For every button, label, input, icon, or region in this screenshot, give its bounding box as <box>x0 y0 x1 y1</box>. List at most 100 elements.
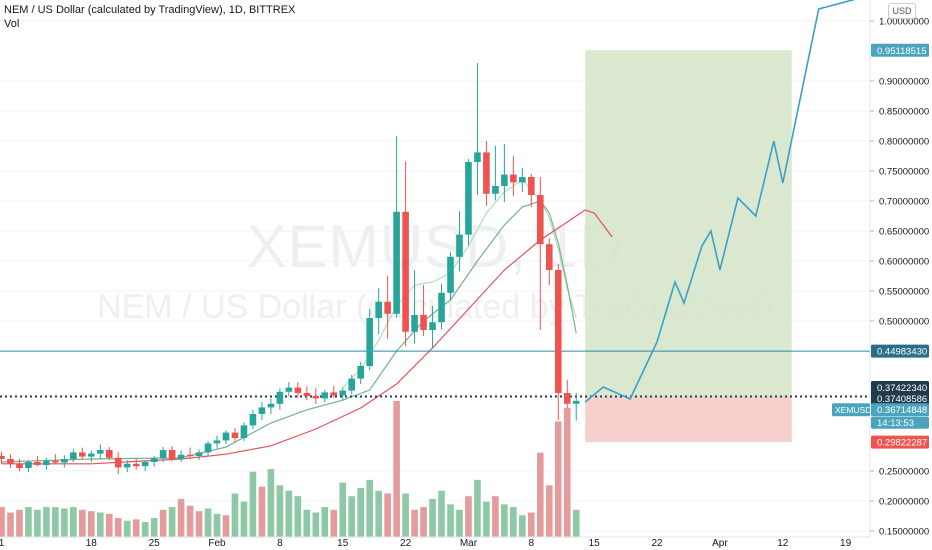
candle-body <box>168 450 176 459</box>
volume-bar <box>43 507 50 537</box>
candle-body <box>159 450 167 459</box>
volume-bar <box>366 479 373 537</box>
time-axis-label: 18 <box>86 538 98 549</box>
volume-bar <box>249 471 257 537</box>
candle-body <box>267 403 275 408</box>
price-tag-level: 0.37408586 <box>877 394 927 405</box>
target-zone <box>585 50 792 397</box>
price-tag-current: 0.36714848 <box>877 405 927 416</box>
candle-body <box>456 234 463 257</box>
price-axis-label: 1.00000000 <box>879 17 929 28</box>
volume-bar <box>528 512 535 537</box>
candle-body <box>438 292 445 323</box>
candle-body <box>510 174 517 183</box>
price-axis-label: 0.65000000 <box>879 227 929 238</box>
price-axis-label: 0.25000000 <box>879 467 929 478</box>
volume-bar <box>411 509 418 537</box>
volume-bar <box>150 517 158 537</box>
volume-bar <box>330 509 338 537</box>
price-tag-box <box>871 380 929 394</box>
candle-body <box>429 322 436 330</box>
candle-body <box>276 391 284 404</box>
time-axis-label: Apr <box>712 538 728 549</box>
volume-bar <box>222 515 230 537</box>
volume-bar <box>267 469 275 537</box>
volume-bar <box>25 507 32 537</box>
candle-body <box>231 432 239 438</box>
price-axis-label: 0.60000000 <box>879 257 929 268</box>
time-axis-label: 8 <box>529 538 535 549</box>
volume-bar <box>483 501 490 537</box>
price-tag-stop: 0.29822287 <box>877 438 927 449</box>
volume-bar <box>357 488 364 537</box>
volume-bar <box>114 517 122 537</box>
time-axis-label: Feb <box>208 538 226 549</box>
volume-bar <box>303 509 311 537</box>
volume-bar <box>213 513 221 537</box>
candle-body <box>70 452 77 459</box>
volume-bar <box>186 505 194 537</box>
volume-bar <box>240 501 248 537</box>
price-tag-box <box>871 43 929 57</box>
watermark-symbol: XEMUSD, 1D <box>246 213 624 280</box>
volume-bar <box>141 522 149 537</box>
candle-body <box>141 462 149 467</box>
price-tag-target: 0.95118515 <box>877 46 927 57</box>
volume-bar <box>321 507 329 537</box>
volume-bar <box>492 496 499 537</box>
volume-bar <box>456 509 463 537</box>
price-tag-box <box>871 392 929 406</box>
volume-bar <box>393 401 400 537</box>
volume-bar <box>159 509 167 537</box>
volume-bar <box>429 498 436 537</box>
volume-bar <box>545 485 553 537</box>
volume-bar <box>61 508 68 537</box>
volume-bar <box>52 507 59 537</box>
symbol-tag: XEMUSD <box>835 405 871 415</box>
candle-body <box>0 456 5 459</box>
price-axis-label: 0.85000000 <box>879 107 929 118</box>
candle-body <box>519 177 526 183</box>
volume-bar <box>70 507 77 537</box>
candle-body <box>61 459 68 463</box>
time-axis-label: 8 <box>277 538 283 549</box>
volume-bar <box>519 515 526 537</box>
candle-body <box>330 392 338 396</box>
volume-bar <box>96 512 104 537</box>
candle-body <box>105 450 113 458</box>
candle-body <box>384 301 391 314</box>
time-axis-label: 15 <box>337 538 349 549</box>
candle-body <box>545 244 553 270</box>
candle-body <box>195 452 203 456</box>
volume-bar <box>294 496 302 537</box>
candle-body <box>294 387 302 393</box>
candle-body <box>222 432 230 441</box>
candle-body <box>465 162 472 235</box>
price-tag-line: 0.44983430 <box>877 347 927 358</box>
volume-bar <box>447 504 454 537</box>
volume-bar <box>420 507 427 537</box>
candle-body <box>114 457 122 468</box>
candle-body <box>88 453 95 457</box>
candle-body <box>16 463 23 468</box>
candle-body <box>321 392 329 399</box>
candle-body <box>339 390 347 396</box>
time-axis-label: 22 <box>651 538 663 549</box>
candle-body <box>213 440 221 444</box>
volume-bar <box>132 519 140 537</box>
volume-bar <box>510 507 517 537</box>
price-axis-label: 0.80000000 <box>879 137 929 148</box>
currency-button[interactable]: USD <box>888 3 916 19</box>
volume-bar <box>501 504 508 537</box>
candle-body <box>7 459 14 464</box>
candle-body <box>563 393 571 404</box>
candle-body <box>312 396 320 399</box>
volume-bar <box>384 493 391 537</box>
candle-body <box>177 454 185 459</box>
candle-body <box>357 366 364 379</box>
candle-body <box>501 174 508 186</box>
candle-body <box>96 450 104 454</box>
candle-body <box>420 315 427 330</box>
